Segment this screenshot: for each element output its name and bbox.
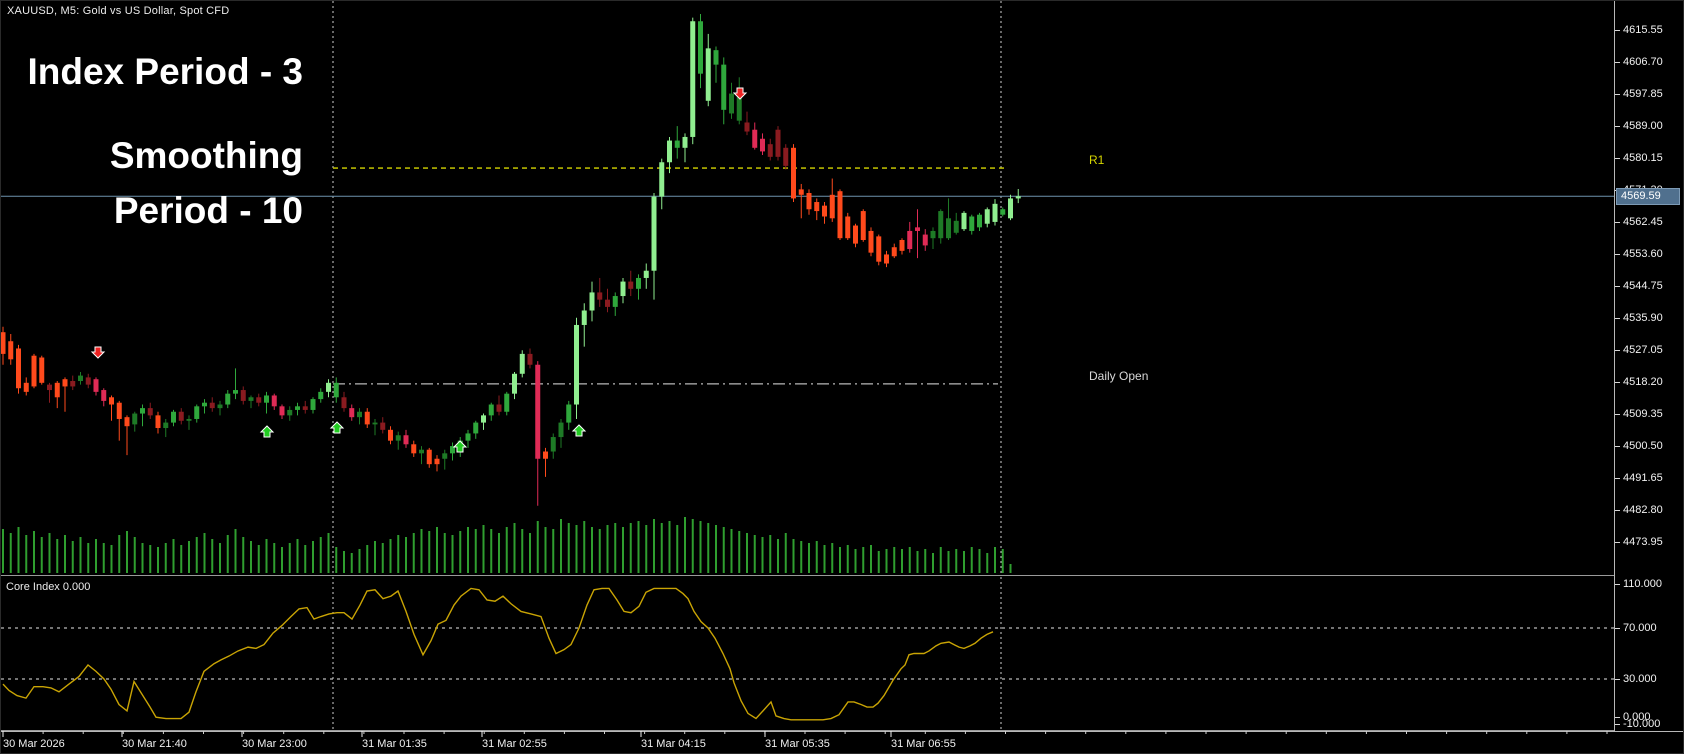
price-tick xyxy=(1615,414,1620,416)
chart-title: XAUUSD, M5: Gold vs US Dollar, Spot CFD xyxy=(7,5,230,17)
price-tick-label: 4589.00 xyxy=(1623,120,1663,133)
time-tick-label: 31 Mar 04:15 xyxy=(641,738,706,750)
indicator-tick xyxy=(1615,584,1620,585)
price-tick-label: 4562.45 xyxy=(1623,216,1663,229)
price-tick xyxy=(1615,62,1620,64)
price-axis[interactable]: 4615.554606.704597.854589.004580.154571.… xyxy=(1614,1,1683,731)
price-tick-label: 4580.15 xyxy=(1623,152,1663,165)
indicator-tick-label: 0.000 xyxy=(1623,711,1651,724)
overlay-label-smoothing-period: Period - 10 xyxy=(113,190,303,231)
core-index-indicator-panel[interactable] xyxy=(1,577,1614,731)
indicator-tick-label: -10.000 xyxy=(1623,718,1661,730)
price-tick xyxy=(1615,126,1620,128)
r1-level-label: R1 xyxy=(1089,153,1105,167)
time-tick-label: 30 Mar 23:00 xyxy=(242,738,307,750)
price-tick xyxy=(1615,318,1620,320)
time-tick-label: 31 Mar 01:35 xyxy=(362,738,427,750)
indicator-tick xyxy=(1615,724,1620,725)
volume-bars xyxy=(2,517,1012,573)
indicator-tick xyxy=(1615,628,1620,629)
indicator-tick-label: 70.000 xyxy=(1623,622,1657,634)
time-tick-label: 31 Mar 02:55 xyxy=(482,738,547,750)
price-tick xyxy=(1615,350,1620,352)
price-tick-label: 4535.90 xyxy=(1623,312,1663,325)
candlestick-series xyxy=(1,14,1021,506)
daily-open-level-label: Daily Open xyxy=(1089,369,1149,383)
price-tick-label: 4482.80 xyxy=(1623,504,1663,517)
price-tick-label: 4509.35 xyxy=(1623,408,1663,421)
price-tick xyxy=(1615,30,1620,32)
indicator-name-label: Core Index 0.000 xyxy=(6,581,91,593)
price-tick-label: 4518.20 xyxy=(1623,376,1663,389)
time-axis-ticks xyxy=(1,731,1683,737)
time-tick-label: 30 Mar 2026 xyxy=(3,738,65,750)
sell-arrow-icon xyxy=(732,87,748,100)
price-tick-label: 4500.50 xyxy=(1623,440,1663,453)
price-tick-label: 4597.85 xyxy=(1623,88,1663,101)
price-tick-label: 4491.65 xyxy=(1623,472,1663,485)
overlay-label-index-period: Index Period - 3 xyxy=(27,51,303,92)
indicator-tick-label: 110.000 xyxy=(1623,578,1662,590)
price-tick-label: 4606.70 xyxy=(1623,56,1663,69)
price-tick xyxy=(1615,94,1620,96)
buy-arrow-icon xyxy=(452,440,468,453)
sell-arrow-icon xyxy=(90,346,106,359)
price-tick xyxy=(1615,222,1620,224)
price-tick xyxy=(1615,478,1620,480)
signal-arrows xyxy=(90,87,748,453)
time-axis[interactable]: 30 Mar 2026 30 Mar 21:40 30 Mar 23:00 31 Ma… xyxy=(1,731,1683,753)
price-tick-label: 4553.60 xyxy=(1623,248,1663,261)
time-tick-label: 30 Mar 21:40 xyxy=(122,738,187,750)
price-tick-label: 4615.55 xyxy=(1623,24,1663,37)
price-tick-label: 4527.05 xyxy=(1623,344,1663,357)
indicator-tick xyxy=(1615,679,1620,680)
main-chart-panel[interactable] xyxy=(1,1,1614,576)
price-tick xyxy=(1615,254,1620,256)
price-tick xyxy=(1615,286,1620,288)
price-tick-label: 4473.95 xyxy=(1623,536,1663,549)
price-tick xyxy=(1615,382,1620,384)
current-price-badge: 4569.59 xyxy=(1616,188,1680,206)
core-index-line xyxy=(2,587,994,721)
indicator-tick xyxy=(1615,717,1620,719)
buy-arrow-icon xyxy=(259,425,275,438)
price-tick xyxy=(1615,446,1620,448)
buy-arrow-icon xyxy=(329,421,345,434)
price-tick xyxy=(1615,510,1620,512)
candlestick-chart[interactable] xyxy=(1,1,1614,575)
price-tick xyxy=(1615,542,1620,544)
price-tick-label: 4544.75 xyxy=(1623,280,1663,293)
indicator-tick-label: 30.000 xyxy=(1623,673,1657,685)
overlay-label-smoothing: Smoothing xyxy=(109,135,303,176)
buy-arrow-icon xyxy=(571,424,587,437)
price-tick xyxy=(1615,158,1620,160)
oscillator-chart[interactable] xyxy=(1,577,1614,730)
time-tick-label: 31 Mar 05:35 xyxy=(765,738,830,750)
time-tick-label: 31 Mar 06:55 xyxy=(891,738,956,750)
